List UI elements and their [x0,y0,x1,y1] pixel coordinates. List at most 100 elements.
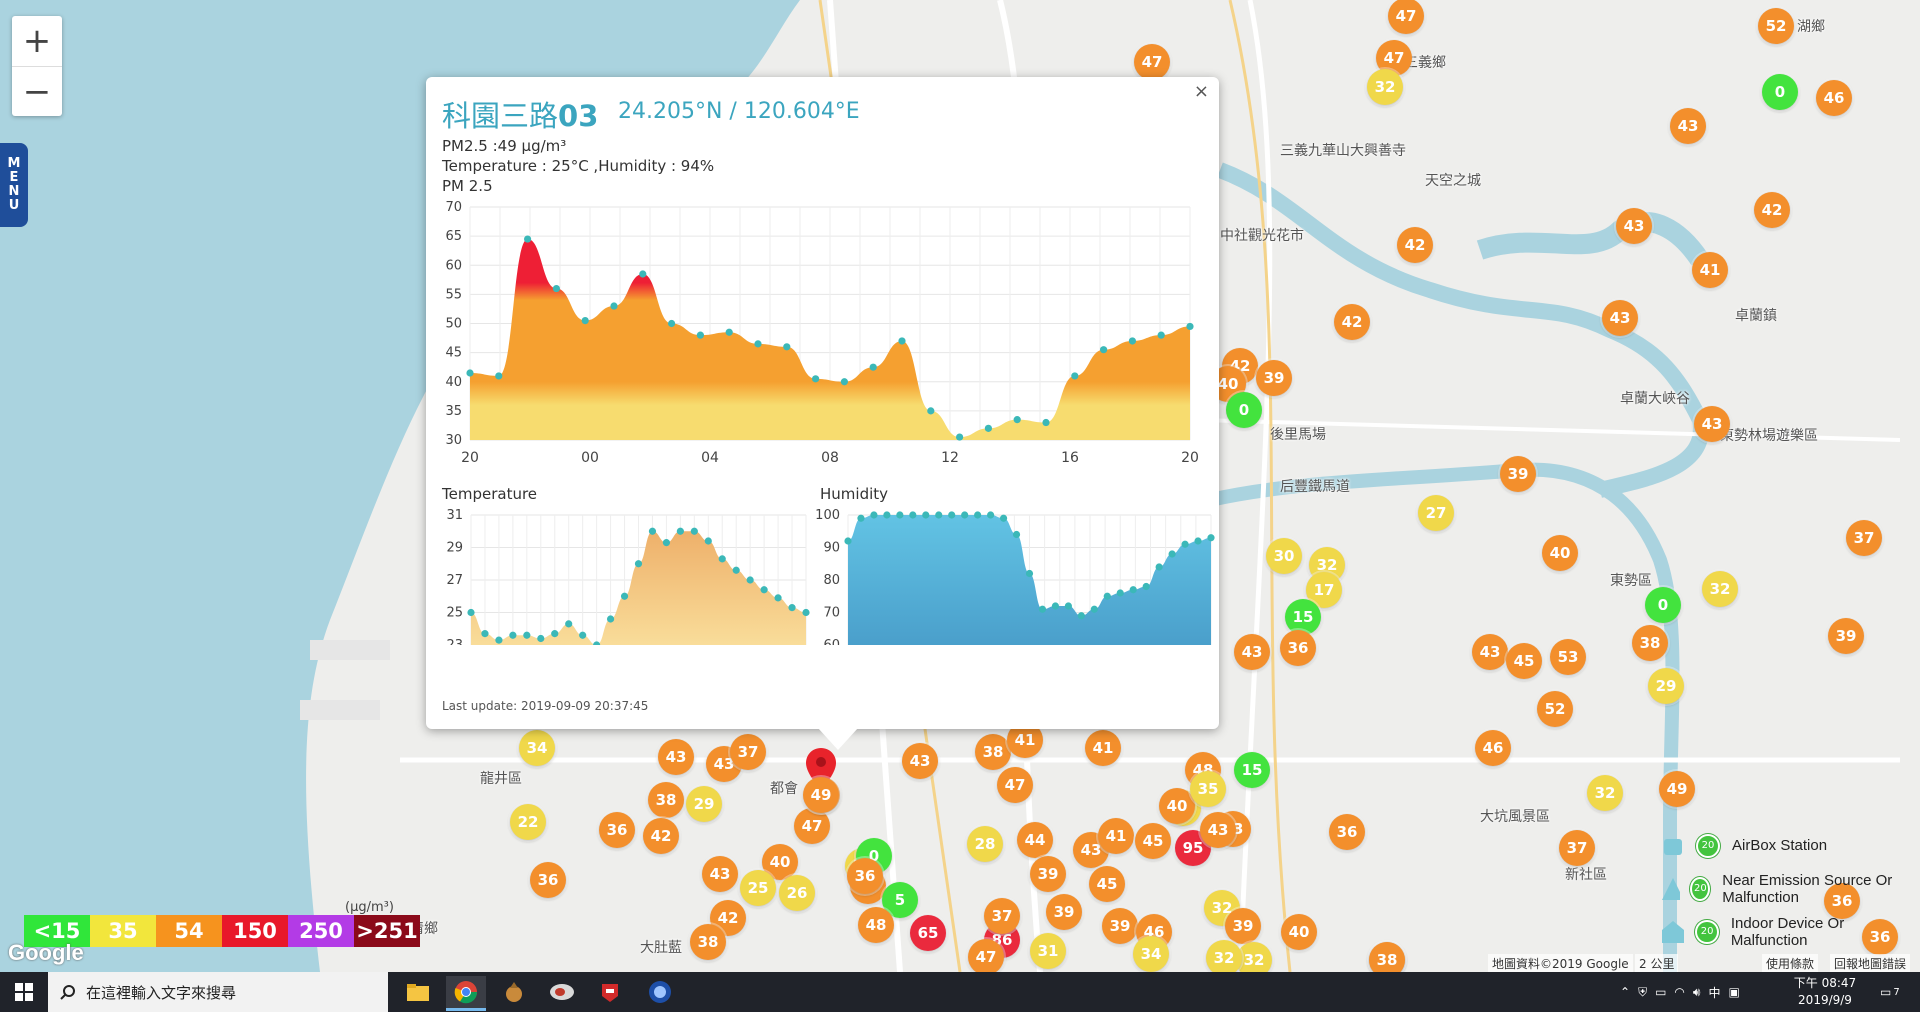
sensor-marker[interactable]: 41 [1098,818,1134,854]
sensor-marker[interactable]: 15 [1285,599,1321,635]
sensor-marker[interactable]: 38 [648,782,684,818]
sensor-marker[interactable]: 32 [1702,571,1738,607]
sensor-marker[interactable]: 40 [1542,535,1578,571]
sensor-marker[interactable]: 47 [794,808,830,844]
sensor-marker[interactable]: 31 [1030,933,1066,969]
sensor-marker[interactable]: 34 [1133,936,1169,972]
sensor-marker[interactable]: 43 [702,856,738,892]
clock[interactable]: 下午 08:47 2019/9/9 [1790,975,1860,1009]
terms-link[interactable]: 使用條款 [1762,954,1819,972]
sensor-marker[interactable]: 42 [1754,192,1790,228]
sensor-marker[interactable]: 32 [1587,775,1623,811]
sensor-marker[interactable]: 38 [1632,625,1668,661]
sensor-marker[interactable]: 48 [858,907,894,943]
sensor-marker[interactable]: 65 [910,915,946,951]
sensor-marker[interactable]: 27 [1418,495,1454,531]
sensor-marker[interactable]: 36 [1280,630,1316,666]
app-icon[interactable] [590,976,630,1008]
sensor-marker[interactable]: 49 [1659,771,1695,807]
sensor-marker[interactable]: 38 [975,734,1011,770]
chevron-up-icon[interactable]: ⌃ [1620,985,1631,999]
sensor-marker[interactable]: 32 [1206,940,1242,972]
sensor-marker[interactable]: 45 [1135,823,1171,859]
chrome-icon[interactable] [446,976,486,1011]
sensor-marker[interactable]: 35 [1190,771,1226,807]
app-icon[interactable] [494,976,534,1008]
sensor-marker[interactable]: 28 [967,826,1003,862]
security-icon[interactable]: ⛨ [1638,984,1648,999]
app-icon[interactable] [640,976,680,1008]
sensor-marker[interactable]: 38 [1369,942,1405,972]
map[interactable]: 龍井區 都會 後里馬場 后豐鐵馬道 卓蘭鎮 卓蘭大峽谷 東勢林場遊樂區 東勢區 … [0,0,1920,972]
sensor-marker[interactable]: 36 [1824,883,1860,919]
sensor-marker[interactable]: 43 [902,743,938,779]
close-icon[interactable]: × [1193,81,1209,102]
sensor-marker[interactable]: 0 [1645,587,1681,623]
sensor-marker[interactable]: 40 [1281,914,1317,950]
sensor-marker[interactable]: 39 [1046,894,1082,930]
sensor-marker[interactable]: 43 [1472,634,1508,670]
sensor-marker[interactable]: 46 [1816,80,1852,116]
sensor-marker[interactable]: 42 [1397,227,1433,263]
network-icon[interactable]: ◠ [1674,985,1685,999]
sensor-marker[interactable]: 30 [1266,538,1302,574]
ime-indicator[interactable]: 中 [1708,985,1721,1000]
menu-tab[interactable]: M E N U [0,143,28,227]
sensor-marker[interactable]: 46 [1475,730,1511,766]
zoom-out-button[interactable]: − [22,72,52,112]
zoom-in-button[interactable]: + [12,16,62,67]
sensor-marker[interactable]: 43 [1670,108,1706,144]
sensor-marker[interactable]: 39 [1500,456,1536,492]
sensor-marker[interactable]: 39 [1828,618,1864,654]
report-error-link[interactable]: 回報地圖錯誤 [1830,954,1911,972]
sensor-marker[interactable]: 53 [1550,639,1586,675]
sensor-marker[interactable]: 43 [1200,812,1236,848]
sensor-marker[interactable]: 34 [519,730,555,766]
sensor-marker[interactable]: 42 [643,818,679,854]
file-explorer-icon[interactable] [398,976,438,1008]
sensor-marker[interactable]: 39 [1030,856,1066,892]
taskbar-search[interactable]: 在這裡輸入文字來搜尋 [48,972,388,1012]
app-icon[interactable] [542,976,582,1008]
sensor-marker[interactable]: 37 [1846,520,1882,556]
sensor-marker[interactable]: 38 [690,924,726,960]
sensor-marker[interactable]: 39 [1102,908,1138,944]
sensor-marker[interactable]: 22 [510,804,546,840]
sensor-marker[interactable]: 26 [779,875,815,911]
notification-center[interactable]: ▭ 7 [1880,972,1900,1012]
sensor-marker[interactable]: 42 [1334,304,1370,340]
sensor-marker[interactable]: 29 [1648,668,1684,704]
sensor-marker[interactable]: 41 [1085,730,1121,766]
sensor-marker[interactable]: 45 [1089,866,1125,902]
sensor-marker[interactable]: 43 [1616,208,1652,244]
sensor-marker[interactable]: 36 [599,812,635,848]
sensor-marker[interactable]: 43 [1694,406,1730,442]
sensor-marker[interactable]: 37 [730,734,766,770]
sensor-marker[interactable]: 44 [1017,822,1053,858]
start-button[interactable] [0,972,48,1012]
volume-icon[interactable]: 🔊︎ [1692,984,1701,999]
battery-icon[interactable]: ▭ [1655,985,1667,999]
sensor-marker[interactable]: 32 [1236,942,1272,972]
sensor-marker[interactable]: 0 [1226,392,1262,428]
sensor-marker[interactable]: 52 [1537,691,1573,727]
sensor-marker[interactable]: 0 [1762,74,1798,110]
sensor-marker[interactable]: 52 [1758,8,1794,44]
sensor-marker[interactable]: 43 [1602,300,1638,336]
sensor-marker[interactable]: 36 [847,858,883,894]
sensor-marker[interactable]: 43 [658,739,694,775]
sensor-marker[interactable]: 25 [740,870,776,906]
sensor-marker[interactable]: 36 [1862,919,1898,955]
selected-marker[interactable]: 49 [803,777,839,813]
sensor-marker[interactable]: 47 [997,767,1033,803]
sensor-marker[interactable]: 39 [1256,360,1292,396]
sensor-marker[interactable]: 29 [686,786,722,822]
sensor-marker[interactable]: 47 [968,939,1004,972]
sensor-marker[interactable]: 40 [1159,788,1195,824]
sensor-marker[interactable]: 47 [1388,0,1424,34]
sensor-marker[interactable]: 32 [1204,890,1240,926]
sensor-marker[interactable]: 36 [1329,814,1365,850]
sensor-marker[interactable]: 43 [1234,634,1270,670]
input-icon[interactable]: ▣ [1728,985,1740,999]
sensor-marker[interactable]: 36 [530,862,566,898]
